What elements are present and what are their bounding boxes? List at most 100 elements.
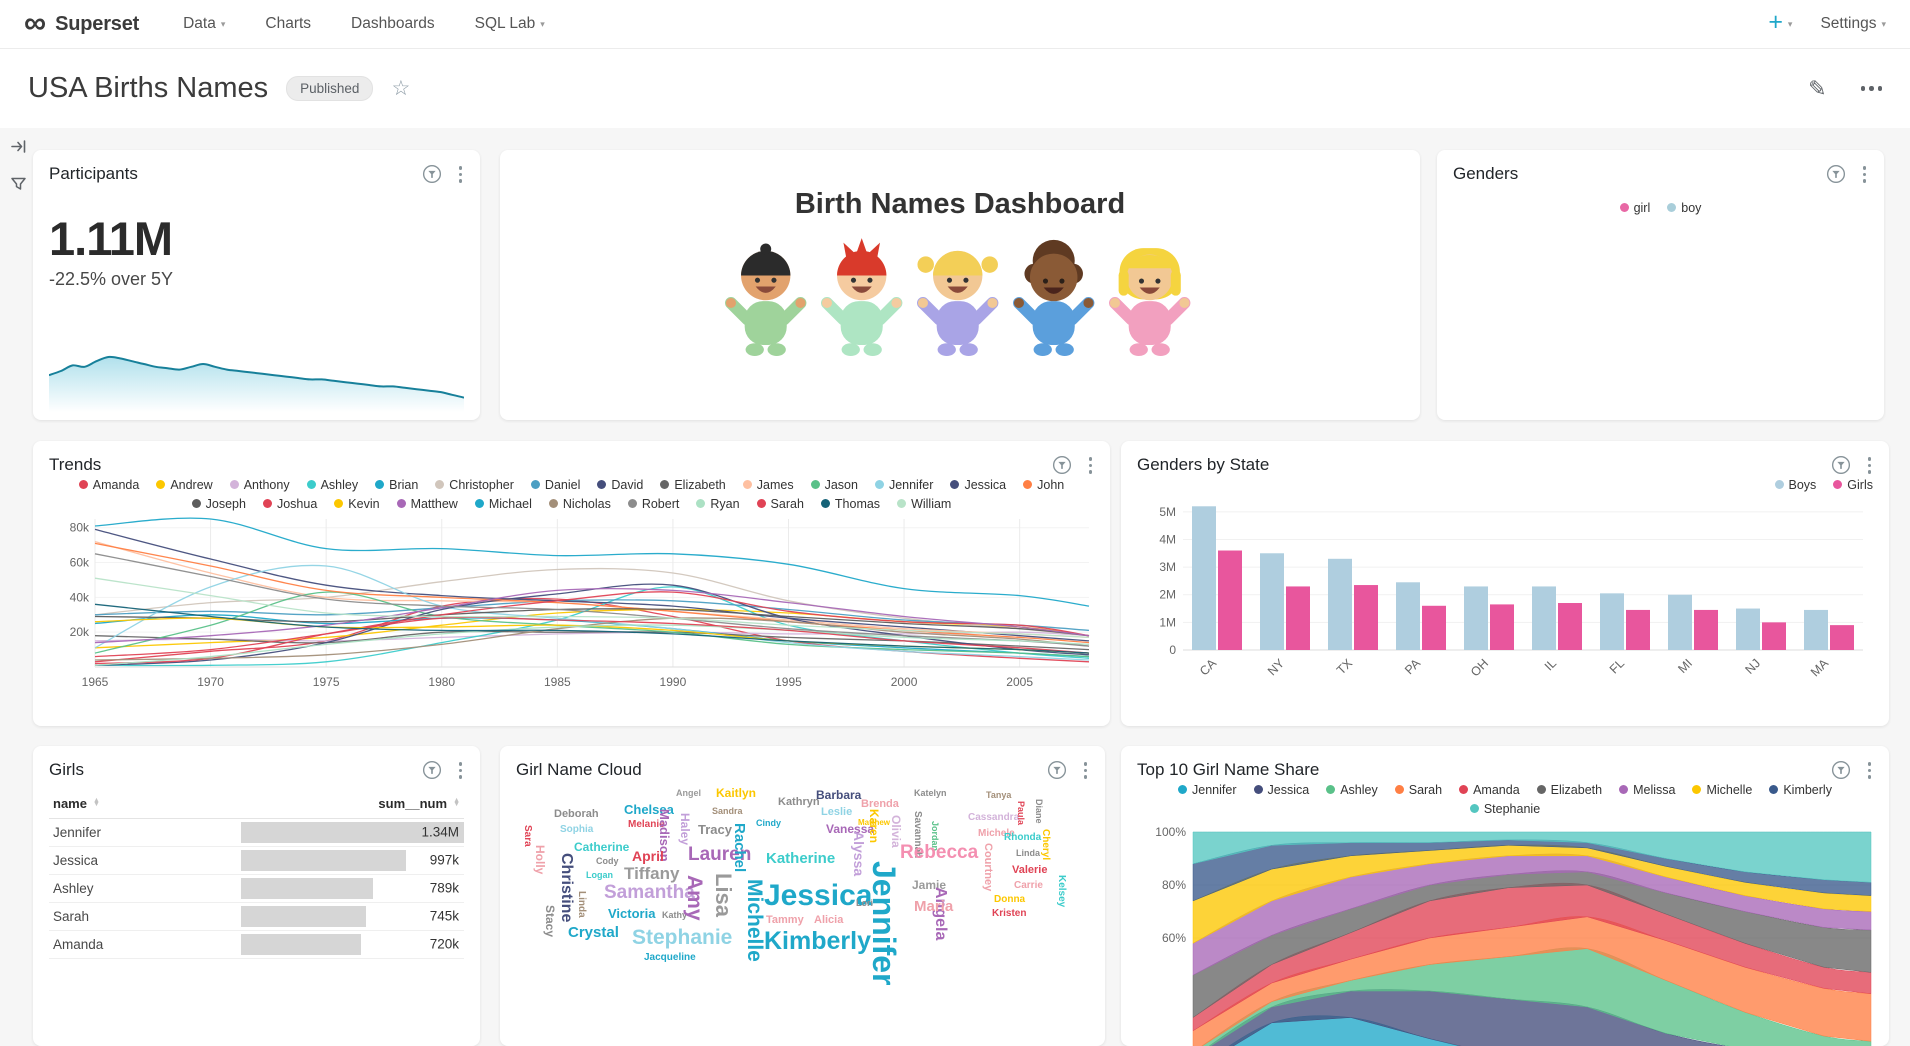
word-cloud-word[interactable]: Leslie (821, 807, 852, 818)
legend-item-michelle[interactable]: Michelle (1692, 783, 1752, 797)
top10-stacked-area-chart[interactable]: 100%80%60% (1137, 818, 1873, 1046)
bar-ca-boys[interactable] (1192, 506, 1216, 650)
dashboard-menu-icon[interactable] (1861, 86, 1883, 91)
favorite-star-icon[interactable]: ☆ (391, 76, 410, 101)
bar-tx-boys[interactable] (1328, 558, 1352, 649)
word-cloud-word[interactable]: Diane (1034, 799, 1043, 824)
legend-item-william[interactable]: William (897, 497, 951, 511)
word-cloud-word[interactable]: Kimberly (764, 929, 871, 954)
word-cloud-word[interactable]: Victoria (608, 907, 655, 920)
legend-item-michael[interactable]: Michael (475, 497, 532, 511)
word-cloud-word[interactable]: April (632, 849, 664, 863)
sort-icon[interactable]: ▲▼ (453, 799, 460, 808)
word-cloud-word[interactable]: Sara (522, 825, 532, 847)
word-cloud-word[interactable]: Donna (994, 895, 1025, 905)
bar-ma-girls[interactable] (1830, 625, 1854, 650)
word-cloud-word[interactable]: Sandra (712, 807, 743, 816)
filter-indicator-icon[interactable] (1831, 455, 1851, 475)
card-menu-icon[interactable] (1866, 760, 1874, 781)
bar-mi-girls[interactable] (1694, 609, 1718, 649)
trend-line-william[interactable] (95, 578, 1089, 637)
legend-item-daniel[interactable]: Daniel (531, 478, 580, 492)
legend-item-amanda[interactable]: Amanda (79, 478, 140, 492)
card-menu-icon[interactable] (457, 164, 465, 185)
legend-item-stephanie[interactable]: Stephanie (1470, 802, 1540, 816)
word-cloud-word[interactable]: Tiffany (624, 865, 679, 882)
bar-fl-girls[interactable] (1626, 609, 1650, 649)
word-cloud-word[interactable]: Amy (684, 875, 705, 921)
word-cloud-word[interactable]: Rebecca (900, 843, 978, 862)
word-cloud-word[interactable]: Cassandra (968, 813, 1019, 823)
word-cloud-word[interactable]: Cheryl (1040, 829, 1050, 860)
legend-item-jessica[interactable]: Jessica (1254, 783, 1310, 797)
word-cloud-word[interactable]: Katherine (766, 851, 835, 866)
legend-item-boy[interactable]: boy (1667, 201, 1701, 215)
legend-item-john[interactable]: John (1023, 478, 1064, 492)
bar-il-boys[interactable] (1532, 586, 1556, 650)
sort-icon[interactable]: ▲▼ (93, 799, 100, 808)
word-cloud-word[interactable]: Karen (868, 809, 880, 843)
legend-item-jennifer[interactable]: Jennifer (875, 478, 933, 492)
published-badge[interactable]: Published (286, 76, 373, 101)
word-cloud-word[interactable]: Linda (1016, 849, 1040, 858)
bar-ma-boys[interactable] (1804, 609, 1828, 649)
word-cloud-word[interactable]: Barbara (816, 789, 861, 801)
filter-funnel-icon[interactable] (10, 175, 27, 192)
nav-item-sql-lab[interactable]: SQL Lab▾ (475, 15, 545, 33)
new-item-button[interactable]: + ▾ (1768, 13, 1792, 35)
legend-item-sarah[interactable]: Sarah (1395, 783, 1442, 797)
word-cloud-word[interactable]: Maria (914, 899, 953, 914)
legend-item-jennifer[interactable]: Jennifer (1178, 783, 1236, 797)
word-cloud-word[interactable]: Cody (596, 857, 619, 866)
legend-item-jason[interactable]: Jason (811, 478, 858, 492)
legend-item-jessica[interactable]: Jessica (950, 478, 1006, 492)
word-cloud-word[interactable]: Tracy (698, 823, 732, 836)
nav-item-charts[interactable]: Charts (265, 15, 311, 33)
word-cloud-word[interactable]: Kaitlyn (716, 787, 756, 799)
word-cloud-word[interactable]: Jennifer (868, 861, 900, 985)
word-cloud-word[interactable]: Tammy (766, 915, 804, 926)
word-cloud-word[interactable]: Kelsey (1056, 875, 1066, 907)
word-cloud-word[interactable]: Valerie (1012, 865, 1047, 876)
bar-il-girls[interactable] (1558, 603, 1582, 650)
word-cloud-word[interactable]: Carrie (1014, 881, 1043, 891)
word-cloud-word[interactable]: Sophia (560, 825, 593, 835)
bar-nj-boys[interactable] (1736, 608, 1760, 649)
bar-mi-boys[interactable] (1668, 594, 1692, 649)
column-header-sum__num[interactable]: sum__num▲▼ (241, 789, 464, 819)
legend-item-kimberly[interactable]: Kimberly (1769, 783, 1832, 797)
legend-item-sarah[interactable]: Sarah (757, 497, 804, 511)
word-cloud-word[interactable]: Samantha (604, 883, 695, 902)
filter-indicator-icon[interactable] (422, 760, 442, 780)
legend-item-ashley[interactable]: Ashley (1326, 783, 1378, 797)
legend-item-amanda[interactable]: Amanda (1459, 783, 1520, 797)
word-cloud-word[interactable]: Rhonda (1004, 833, 1041, 843)
legend-item-anthony[interactable]: Anthony (230, 478, 290, 492)
filter-indicator-icon[interactable] (1826, 164, 1846, 184)
word-cloud-word[interactable]: Catherine (574, 841, 629, 853)
legend-item-melissa[interactable]: Melissa (1619, 783, 1675, 797)
bar-ca-girls[interactable] (1218, 550, 1242, 649)
legend-item-joseph[interactable]: Joseph (192, 497, 246, 511)
participants-trendline-chart[interactable] (49, 340, 464, 412)
word-cloud-word[interactable]: Alicia (814, 915, 843, 926)
word-cloud-word[interactable]: Cindy (756, 819, 781, 828)
word-cloud-word[interactable]: Linda (576, 891, 586, 918)
legend-item-girl[interactable]: girl (1620, 201, 1651, 215)
legend-item-joshua[interactable]: Joshua (263, 497, 317, 511)
legend-item-christopher[interactable]: Christopher (435, 478, 514, 492)
edit-dashboard-icon[interactable]: ✎ (1808, 76, 1826, 102)
word-cloud-word[interactable]: Christine (558, 853, 574, 922)
filter-indicator-icon[interactable] (1047, 760, 1067, 780)
legend-item-thomas[interactable]: Thomas (821, 497, 880, 511)
legend-item-brian[interactable]: Brian (375, 478, 418, 492)
legend-item-robert[interactable]: Robert (628, 497, 680, 511)
filter-indicator-icon[interactable] (1831, 760, 1851, 780)
card-menu-icon[interactable] (1082, 760, 1090, 781)
card-menu-icon[interactable] (1861, 164, 1869, 185)
